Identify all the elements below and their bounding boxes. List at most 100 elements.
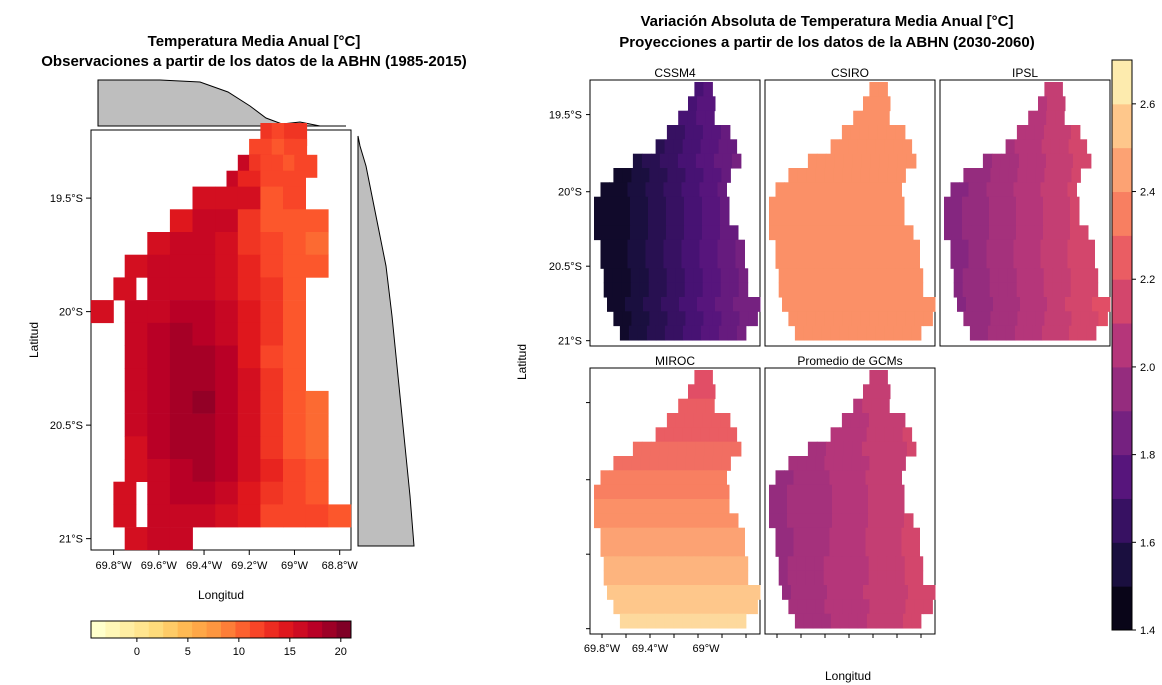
panel-cell bbox=[1043, 282, 1054, 298]
panel-cell bbox=[677, 153, 688, 169]
panel-cell bbox=[1026, 168, 1036, 183]
panel-cell bbox=[621, 268, 632, 284]
panel-cell bbox=[603, 196, 613, 212]
panel-cell bbox=[676, 311, 686, 327]
panel-cell bbox=[1014, 139, 1025, 155]
panel-cell bbox=[720, 413, 731, 428]
panel-cell bbox=[690, 182, 700, 198]
panel-cell bbox=[1059, 325, 1070, 341]
panel-cell bbox=[999, 311, 1009, 327]
heatmap-cell bbox=[169, 254, 193, 278]
panel-cell bbox=[854, 585, 864, 600]
panel-cell bbox=[637, 613, 648, 629]
panel-cell bbox=[892, 254, 902, 269]
panel-cell bbox=[705, 398, 715, 414]
panel-cell bbox=[627, 254, 637, 269]
panel-cell bbox=[684, 125, 695, 140]
panel-cell bbox=[811, 254, 821, 269]
heatmap-cell bbox=[169, 345, 193, 369]
panel-cell bbox=[645, 239, 655, 255]
panel-cell bbox=[646, 613, 657, 629]
panel-cell bbox=[968, 254, 978, 269]
panel-cell bbox=[820, 254, 830, 269]
panel-cell bbox=[694, 82, 704, 97]
panel-cell bbox=[685, 311, 695, 327]
panel-cell bbox=[1050, 325, 1061, 341]
panel-cell bbox=[823, 196, 833, 212]
panel-cell bbox=[1049, 182, 1059, 198]
panel-cell bbox=[794, 325, 805, 341]
heatmap-cell bbox=[124, 527, 148, 551]
panel-cell bbox=[878, 168, 888, 183]
panel-cell bbox=[594, 499, 604, 514]
panel-cell bbox=[1070, 196, 1080, 212]
panel-cell bbox=[811, 470, 821, 486]
panel-cell bbox=[630, 225, 640, 241]
panel-cell bbox=[675, 268, 686, 284]
panel-cell bbox=[802, 239, 812, 255]
panel-cell bbox=[851, 456, 861, 471]
panel-cell bbox=[729, 570, 740, 586]
panel-cell bbox=[841, 570, 852, 586]
panel-cell bbox=[977, 239, 987, 255]
panel-cell bbox=[612, 196, 622, 212]
right-y-axis-label: Latitud bbox=[515, 344, 529, 380]
colorbar-tick-label: 10 bbox=[233, 646, 245, 658]
panel-cell bbox=[641, 441, 652, 457]
panel-cell bbox=[684, 268, 695, 284]
panel-cell bbox=[1032, 325, 1043, 341]
panel-cell bbox=[901, 239, 911, 255]
panel-cell bbox=[906, 441, 917, 457]
panel-cell bbox=[1031, 182, 1041, 198]
panel-cell bbox=[1083, 297, 1093, 312]
panel-cell bbox=[1040, 254, 1050, 269]
panel-cell bbox=[702, 125, 713, 140]
panel-cell bbox=[971, 282, 982, 298]
panel-cell bbox=[625, 297, 635, 312]
y-tick-label: 20.5°S bbox=[50, 420, 83, 432]
panel-cell bbox=[667, 599, 677, 615]
panel-cell bbox=[691, 613, 702, 629]
panel-cell bbox=[666, 499, 676, 514]
panel-cell bbox=[895, 570, 906, 586]
heatmap-cell bbox=[260, 209, 284, 233]
panel-cell bbox=[693, 413, 704, 428]
panel-cell bbox=[888, 441, 899, 457]
panel-cell bbox=[865, 239, 875, 255]
panel-cell bbox=[622, 456, 632, 471]
panel-cell bbox=[697, 384, 707, 400]
panel-cell bbox=[695, 153, 706, 169]
panel-title: Promedio de GCMs bbox=[797, 354, 902, 368]
heatmap-cell bbox=[169, 368, 193, 392]
heatmap-cell bbox=[215, 232, 239, 255]
panel-cell bbox=[959, 182, 969, 198]
panel-cell bbox=[769, 499, 779, 514]
panel-cell bbox=[1088, 268, 1099, 284]
panel-cell bbox=[893, 427, 904, 443]
panel-cell bbox=[1023, 139, 1034, 155]
panel-cell bbox=[708, 542, 718, 557]
heatmap-cell bbox=[192, 504, 216, 528]
panel-cell bbox=[675, 196, 685, 212]
panel-cell bbox=[700, 325, 711, 341]
panel-cell bbox=[1085, 254, 1095, 269]
panel-cell bbox=[664, 325, 675, 341]
panel-cell bbox=[838, 254, 848, 269]
panel-cell bbox=[857, 613, 868, 629]
heatmap-cell bbox=[147, 459, 171, 482]
panel-cell bbox=[850, 484, 860, 500]
panel-cell bbox=[686, 441, 697, 457]
panel-cell bbox=[968, 182, 978, 198]
panel-cell bbox=[609, 254, 619, 269]
panel-cell bbox=[1013, 239, 1023, 255]
heatmap-cell bbox=[124, 413, 148, 437]
panel-cell bbox=[684, 499, 694, 514]
left-heatmap-cells bbox=[90, 123, 352, 551]
panel-cell bbox=[699, 527, 709, 543]
panel-cell bbox=[1052, 211, 1062, 226]
panel-cell bbox=[702, 513, 712, 529]
y-tick-label: 19.5°S bbox=[50, 193, 83, 205]
panel-cell bbox=[805, 196, 815, 212]
panel-cell bbox=[950, 239, 960, 255]
panel-cell bbox=[1065, 297, 1075, 312]
